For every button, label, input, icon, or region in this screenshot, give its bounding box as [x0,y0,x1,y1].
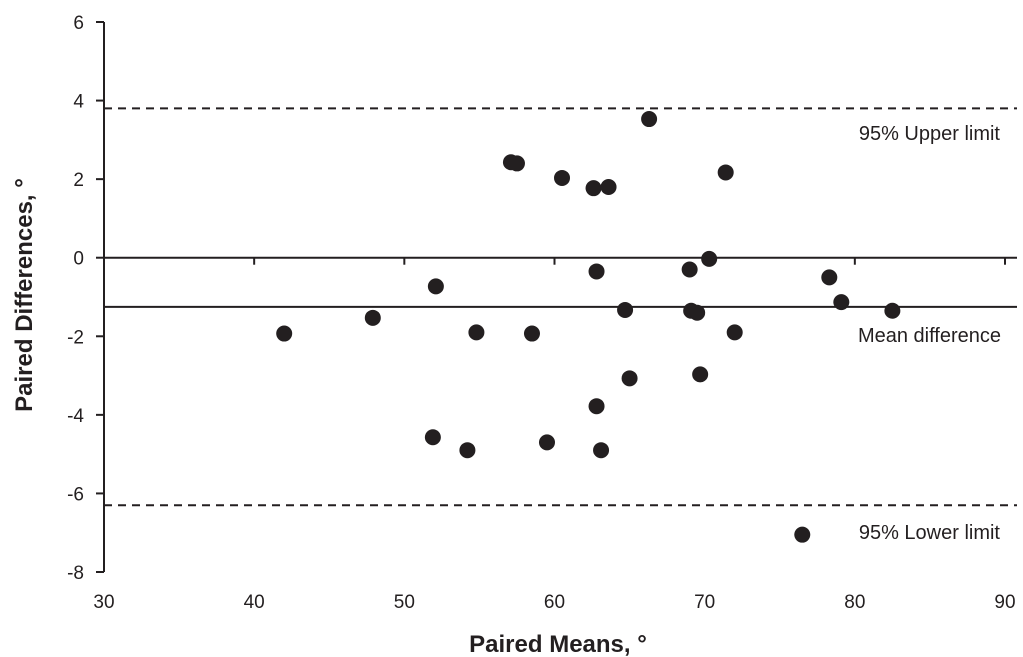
data-point [884,302,901,319]
data-point [692,366,709,383]
data-point [588,398,605,415]
data-point [641,111,658,128]
x-tick-label: 60 [544,592,565,613]
y-tick-label: 2 [73,170,84,191]
mean-difference-label: Mean difference [858,325,1001,347]
x-tick-label: 40 [244,592,265,613]
reference-lines [104,107,1017,507]
data-point [701,250,718,267]
x-tick-label: 90 [994,592,1015,613]
data-point [621,370,638,387]
x-tick-label: 50 [394,592,415,613]
data-point [523,325,540,342]
y-axis-title: Paired Differences, ° [11,178,38,412]
y-tick-label: 0 [73,249,84,270]
upper-limit-label: 95% Upper limit [859,123,1001,145]
x-tick-label: 30 [93,592,114,613]
x-axis-ticks: 30 40 50 60 70 80 90 [93,257,1016,613]
data-point [681,261,698,278]
y-tick-label: -2 [67,327,84,348]
data-point [508,155,525,172]
data-point [364,309,381,326]
data-point [468,324,485,341]
data-point [459,442,476,459]
data-point [593,442,610,459]
data-point [689,304,706,321]
y-tick-label: -4 [67,406,84,427]
y-tick-label: -6 [67,484,84,505]
x-tick-label: 80 [844,592,865,613]
data-point [427,278,444,295]
lower-limit-label: 95% Lower limit [859,522,1001,544]
legend-marker [794,526,811,543]
data-point [717,164,734,181]
data-point [554,169,571,186]
y-tick-label: 4 [73,92,84,113]
data-point [424,429,441,446]
x-tick-label: 70 [694,592,715,613]
data-point [617,301,634,318]
y-tick-label: -8 [67,563,84,584]
data-point [588,263,605,280]
x-axis-title: Paired Means, ° [469,631,647,657]
data-point [726,324,743,341]
data-point [538,434,555,451]
y-tick-label: 6 [73,13,84,34]
y-axis-ticks: -8 -6 -4 -2 0 2 4 6 [67,13,104,584]
data-point [600,179,617,195]
data-point [585,180,602,197]
data-point [276,325,293,342]
data-point [821,269,838,286]
data-point [833,294,850,311]
data-points [276,111,901,543]
